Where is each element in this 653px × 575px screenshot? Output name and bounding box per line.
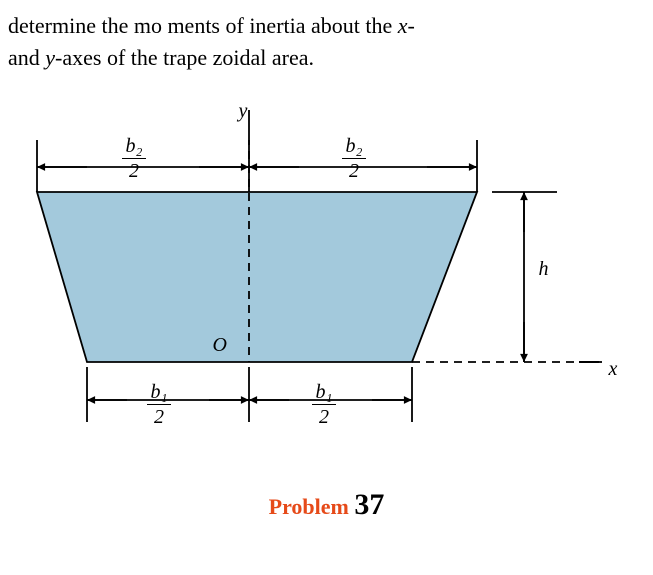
prompt-text-and: and (8, 45, 45, 70)
origin-label: O (213, 334, 227, 357)
x-axis-label: x (609, 358, 618, 381)
dim-bottom-right-label: b₁2 (312, 382, 337, 427)
prompt-text: determine the mo ments of inertia about … (8, 13, 398, 38)
dim-bottom-left-label: b₁2 (147, 382, 172, 427)
dim-top-right-label: b₂2 (342, 136, 367, 181)
h-label: h (539, 258, 549, 281)
caption-number: 37 (354, 488, 384, 521)
prompt-text-dash: - (408, 13, 415, 38)
prompt-text-rest: -axes of the trape zoidal area. (55, 45, 314, 70)
figure-caption: Problem 37 (8, 488, 645, 522)
prompt-var-y: y (45, 45, 55, 70)
problem-prompt: determine the mo ments of inertia about … (8, 10, 645, 74)
figure: y b₂2 b₂2 b₁2 b₁2 O h x (17, 82, 637, 482)
caption-label: Problem (269, 494, 349, 519)
prompt-var-x: x (398, 13, 408, 38)
dim-top-left-label: b₂2 (122, 136, 147, 181)
y-axis-label: y (239, 100, 248, 123)
